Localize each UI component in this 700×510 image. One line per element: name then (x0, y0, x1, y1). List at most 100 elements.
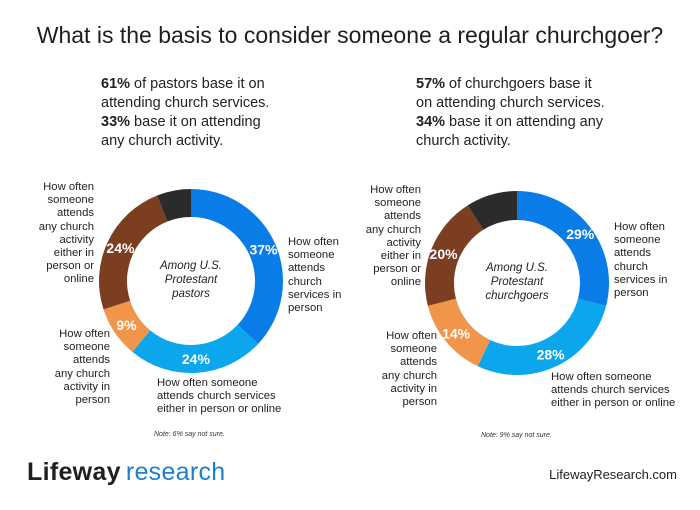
label-line: church (614, 260, 648, 273)
label-line: church (288, 275, 322, 288)
summary-text: base it on attending any (445, 114, 604, 130)
slice-value-label: 24% (182, 351, 211, 367)
label-line: person (614, 287, 649, 300)
donut-slice (157, 189, 191, 222)
donut-center-label: Among U.S. (485, 262, 548, 274)
label-line: online (63, 273, 94, 286)
slice-value-label: 14% (442, 325, 471, 341)
donut-slice (132, 324, 259, 374)
label-line: person (288, 302, 323, 315)
label-line: services in (288, 288, 342, 301)
page-title: What is the basis to consider someone a … (36, 22, 664, 48)
label-line: person (75, 394, 110, 407)
label-line: person or (46, 260, 94, 273)
slice-value-label: 37% (249, 242, 278, 258)
label-line: someone (374, 197, 421, 210)
summary-text: attending church services. (101, 95, 270, 111)
donut-slice (425, 205, 484, 306)
summary-text: of churchgoers base it (445, 76, 592, 92)
summary-text: base it on attending (130, 114, 261, 130)
donut-slice (103, 300, 151, 352)
donut-slice (517, 191, 609, 306)
label-line: either in person or online (157, 403, 282, 416)
label-services-either: How often someone attends church services… (551, 371, 675, 411)
label-line: someone (47, 194, 94, 207)
label-services-in-person: How often someone attends church services in… (288, 236, 341, 315)
logo-part-1: Lifeway (27, 458, 121, 486)
pastors-summary: 61% of pastors base it on attending chur… (101, 75, 331, 151)
summary-stat: 61% (101, 76, 131, 92)
label-line: services in (614, 273, 668, 286)
label-line: either in person or online (551, 397, 676, 410)
slice-value-label: 20% (430, 246, 459, 262)
summary-stat: 34% (416, 114, 446, 130)
label-line: either in (380, 250, 421, 263)
label-line: How often (59, 328, 110, 340)
donut-slice (467, 191, 517, 230)
label-line: How often someone (157, 377, 258, 389)
label-services-in-person: How often someone attends church services in… (614, 221, 667, 300)
label-line: attends church services (157, 390, 276, 403)
label-line: any church (54, 367, 110, 380)
label-line: attends (614, 247, 652, 260)
label-line: someone (390, 343, 437, 356)
summary-text: any church activity. (101, 133, 224, 149)
donut-center-label: churchgoers (485, 290, 549, 302)
donut-center-label: Protestant (491, 276, 544, 288)
summary-stat: 33% (101, 114, 131, 130)
label-line: attends (399, 356, 437, 369)
label-activity-either: How often someone attends any church activit… (360, 184, 421, 290)
summary-text: on attending church services. (416, 95, 605, 111)
donut-center-label: Among U.S. (159, 260, 222, 272)
label-line: attends (72, 354, 110, 367)
label-activity-in-person: How often someone attends any church activit… (362, 330, 437, 409)
label-line: attends (56, 207, 94, 220)
pastors-note: Note: 6% say not sure. (154, 431, 225, 438)
label-line: person (402, 396, 437, 409)
website-link[interactable]: LifewayResearch.com (549, 467, 677, 482)
label-line: activity (386, 236, 421, 249)
slice-value-label: 24% (106, 240, 135, 256)
label-line: someone (63, 341, 110, 354)
slice-value-label: 28% (537, 346, 566, 362)
summary-text: of pastors base it on (130, 76, 265, 92)
label-activity-in-person: How often someone attends any church activit… (40, 328, 110, 407)
label-line: activity (59, 233, 94, 246)
label-line: How often (43, 181, 94, 193)
churchgoers-note: Note: 9% say not sure. (481, 432, 552, 439)
label-line: activity in (63, 380, 110, 393)
label-line: any church (365, 223, 421, 236)
lifeway-research-logo: Lifeway research (27, 458, 225, 487)
label-line: activity in (390, 382, 437, 395)
label-line: How often (370, 184, 421, 196)
label-services-either: How often someone attends church services… (157, 377, 281, 417)
label-line: online (390, 276, 421, 289)
label-line: How often someone (551, 371, 652, 383)
slice-value-label: 29% (566, 226, 595, 242)
donut-center-label: Protestant (165, 274, 218, 286)
label-line: someone (614, 234, 661, 247)
label-line: How often (386, 330, 437, 342)
label-line: person or (373, 263, 421, 276)
label-line: How often (614, 221, 665, 233)
donut-slice (427, 298, 491, 367)
label-line: attends church services (551, 384, 670, 397)
label-line: How often (288, 236, 339, 248)
label-line: attends (288, 262, 326, 275)
label-line: any church (38, 220, 94, 233)
summary-text: church activity. (416, 133, 511, 149)
donut-center-label: pastors (171, 288, 210, 300)
label-line: someone (288, 249, 335, 262)
donut-slice (191, 189, 283, 344)
summary-stat: 57% (416, 76, 446, 92)
label-line: either in (53, 247, 94, 260)
donut-slice (477, 298, 607, 375)
churchgoers-summary: 57% of churchgoers base it on attending … (416, 75, 646, 151)
slice-value-label: 9% (116, 317, 137, 333)
label-activity-either: How often someone attends any church activit… (20, 181, 94, 287)
logo-part-2: research (125, 458, 226, 486)
label-line: attends (383, 210, 421, 223)
label-line: any church (381, 369, 437, 382)
donut-slice (99, 195, 168, 310)
